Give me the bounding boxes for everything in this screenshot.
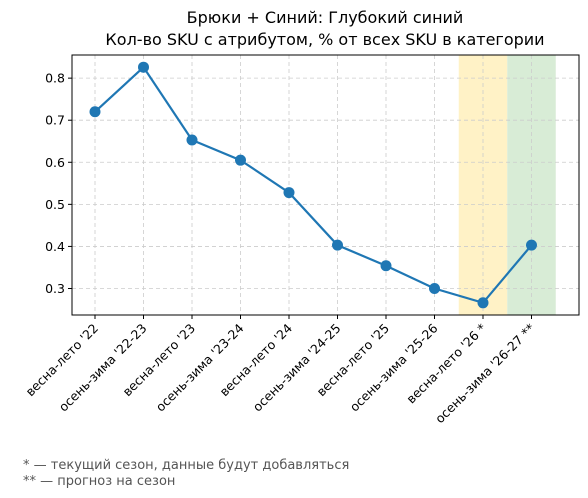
x-tick-label: осень-зима '25-26 — [347, 320, 441, 414]
chart-subtitle: Кол-во SKU с атрибутом, % от всех SKU в … — [105, 30, 544, 49]
footnote-current-season: * — текущий сезон, данные будут добавлят… — [23, 458, 349, 473]
data-point — [332, 239, 343, 251]
y-tick-label: 0.6 — [45, 155, 65, 170]
x-tick-label: осень-зима '24-25 — [250, 321, 344, 415]
footnote-forecast: ** — прогноз на сезон — [23, 474, 175, 489]
y-tick-label: 0.8 — [45, 71, 65, 86]
data-point — [283, 187, 295, 199]
data-point — [526, 239, 537, 251]
x-tick-label: осень-зима '23-24 — [153, 320, 247, 414]
plot-frame — [71, 54, 580, 316]
data-point — [380, 260, 392, 272]
data-point — [89, 106, 101, 118]
y-tick-label: 0.4 — [45, 239, 65, 254]
y-tick-label: 0.3 — [45, 281, 65, 296]
chart-title: Брюки + Синий: Глубокий синий — [187, 8, 464, 27]
data-point — [429, 282, 440, 294]
y-tick-label: 0.7 — [45, 113, 65, 128]
data-point — [235, 154, 246, 166]
series-line — [94, 65, 533, 305]
data-point — [477, 297, 489, 309]
data-point — [186, 134, 198, 146]
x-tick-label: осень-зима '26-27 ** — [432, 321, 538, 427]
x-tick-label: осень-зима '22-23 — [56, 321, 150, 415]
y-tick-label: 0.5 — [45, 197, 65, 212]
data-point — [138, 61, 149, 73]
